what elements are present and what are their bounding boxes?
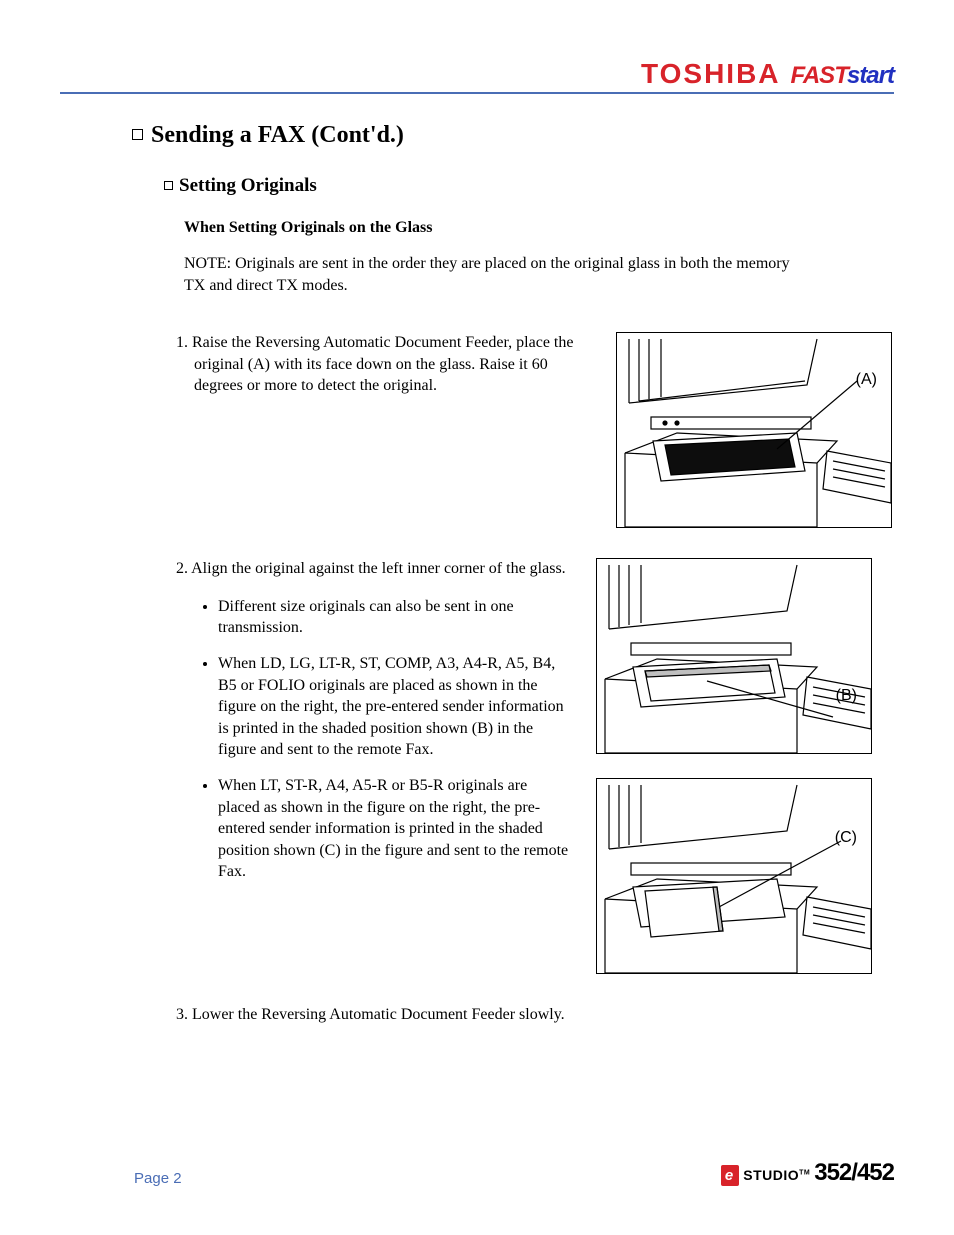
step-body: Lower the Reversing Automatic Document F… xyxy=(192,1006,565,1023)
step-2-bullets: Different size originals can also be sen… xyxy=(200,596,576,883)
printer-illustration-c-icon xyxy=(597,779,873,975)
model-number: 352/452 xyxy=(814,1159,894,1187)
step-number: 3. xyxy=(176,1006,188,1023)
page-number: Page 2 xyxy=(134,1170,182,1187)
figure-b: (B) xyxy=(596,558,872,754)
model-badge: eSTUDIOTM352/452 xyxy=(721,1159,894,1187)
bullet-item: Different size originals can also be sen… xyxy=(218,596,576,639)
note-text: NOTE: Originals are sent in the order th… xyxy=(184,253,794,296)
e-badge-icon: e xyxy=(721,1165,739,1186)
square-bullet-icon xyxy=(132,129,143,140)
figure-col-2: (B) xyxy=(596,558,872,974)
figure-col-1: (A) xyxy=(616,332,892,528)
figure-label-c: (C) xyxy=(835,829,857,847)
title-text: Sending a FAX (Cont'd.) xyxy=(151,122,404,148)
printer-illustration-a-icon xyxy=(617,333,893,529)
brand-fast: FAST xyxy=(791,62,847,89)
brand-start: start xyxy=(847,62,894,89)
bullet-item: When LD, LG, LT-R, ST, COMP, A3, A4-R, A… xyxy=(218,653,576,761)
subsection-heading: When Setting Originals on the Glass xyxy=(184,219,894,237)
step-number: 2. xyxy=(176,560,188,577)
page-content: Sending a FAX (Cont'd.) Setting Original… xyxy=(60,122,894,1026)
subtitle-text: Setting Originals xyxy=(179,175,317,196)
figure-a: (A) xyxy=(616,332,892,528)
square-bullet-icon xyxy=(164,181,173,190)
figure-label-a: (A) xyxy=(856,371,877,389)
figure-label-b: (B) xyxy=(836,687,857,705)
brand-toshiba: TOSHIBA xyxy=(641,58,781,90)
section-subtitle: Setting Originals xyxy=(164,175,894,197)
brand-faststart: FASTstart xyxy=(791,62,894,90)
step-3-text: 3. Lower the Reversing Automatic Documen… xyxy=(176,1004,894,1026)
studio-text: STUDIOTM xyxy=(743,1167,810,1183)
steps-list: 1. Raise the Reversing Automatic Documen… xyxy=(176,332,894,1026)
page-footer: Page 2 eSTUDIOTM352/452 xyxy=(134,1159,894,1187)
step-number: 1. xyxy=(176,334,188,351)
page-title: Sending a FAX (Cont'd.) xyxy=(132,122,894,149)
header-rule: TOSHIBA FASTstart xyxy=(60,58,894,94)
step-body: Raise the Reversing Automatic Document F… xyxy=(192,334,573,394)
bullet-item: When LT, ST-R, A4, A5-R or B5-R original… xyxy=(218,775,576,883)
printer-illustration-b-icon xyxy=(597,559,873,755)
brand-block: TOSHIBA FASTstart xyxy=(641,58,894,90)
step-2-row: 2. Align the original against the left i… xyxy=(176,558,894,974)
step-3-row: 3. Lower the Reversing Automatic Documen… xyxy=(176,1004,894,1026)
step-1-row: 1. Raise the Reversing Automatic Documen… xyxy=(176,332,894,528)
step-body: Align the original against the left inne… xyxy=(191,560,566,577)
step-2-text: 2. Align the original against the left i… xyxy=(176,558,576,897)
step-1-text: 1. Raise the Reversing Automatic Documen… xyxy=(176,332,596,397)
figure-c: (C) xyxy=(596,778,872,974)
